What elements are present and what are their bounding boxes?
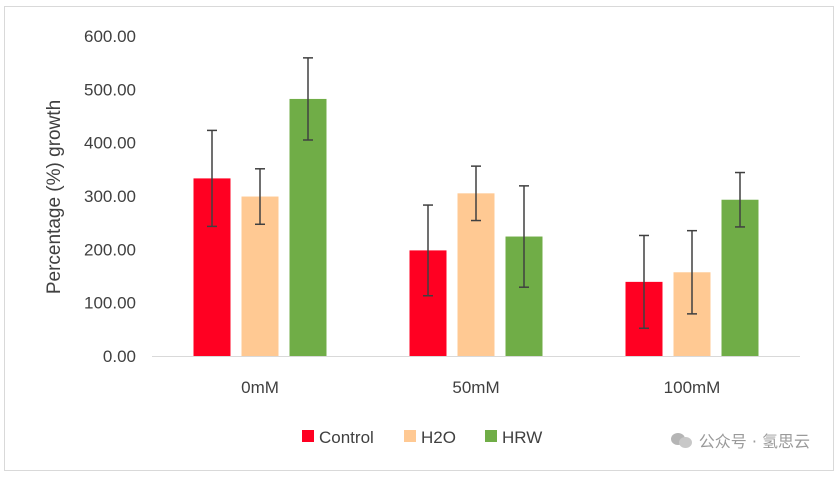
y-tick-label: 500.00 (84, 80, 136, 99)
legend-label-hrw: HRW (502, 428, 542, 447)
x-tick-label: 100mM (664, 378, 721, 397)
y-tick-label: 0.00 (103, 347, 136, 366)
y-tick-label: 600.00 (84, 27, 136, 46)
y-tick-label: 200.00 (84, 240, 136, 259)
legend: Control H2O HRW (302, 428, 542, 447)
y-axis-label: Percentage (%) growth (44, 100, 65, 294)
watermark: 公众号 · 氢思云 (670, 428, 810, 452)
legend-swatch-h2o (404, 430, 416, 442)
legend-label-control: Control (319, 428, 374, 447)
wechat-icon (670, 431, 693, 449)
x-axis: 0mM 50mM 100mM (152, 356, 800, 397)
x-tick-label: 0mM (241, 378, 279, 397)
bars (193, 57, 759, 356)
y-axis: 0.00 100.00 200.00 300.00 400.00 500.00 600.00 (84, 27, 136, 366)
watermark-text: 公众号 · 氢思云 (698, 432, 810, 451)
legend-label-h2o: H2O (421, 428, 456, 447)
legend-swatch-control (302, 430, 314, 442)
x-tick-label: 50mM (452, 378, 499, 397)
y-tick-label: 300.00 (84, 187, 136, 206)
bar-hrw-0mM (289, 98, 327, 356)
legend-swatch-hrw (485, 430, 497, 442)
y-tick-label: 400.00 (84, 134, 136, 153)
chart-frame (4, 6, 834, 471)
y-tick-label: 100.00 (84, 294, 136, 313)
